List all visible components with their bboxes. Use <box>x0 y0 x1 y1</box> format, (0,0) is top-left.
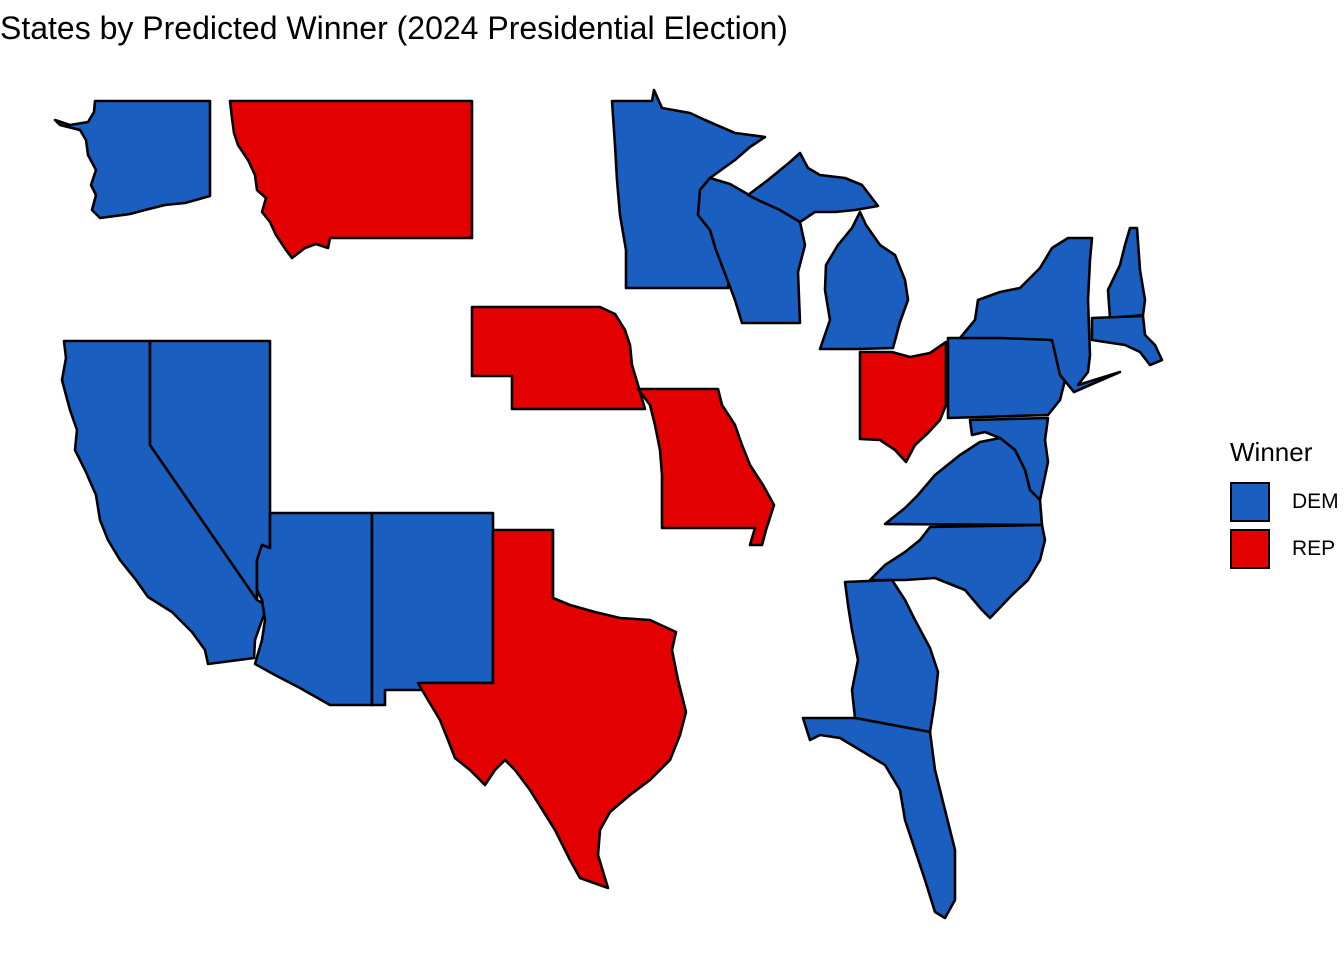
legend-title: Winner <box>1230 437 1313 467</box>
state-nebraska[interactable] <box>470 305 647 411</box>
state-georgia[interactable] <box>843 578 940 734</box>
state-new-york[interactable] <box>958 236 1122 394</box>
state-new-mexico[interactable] <box>370 511 495 707</box>
state-ohio[interactable] <box>858 340 948 464</box>
legend: Winner DEM REP <box>1230 436 1339 574</box>
state-texas[interactable] <box>416 528 688 890</box>
state-virginia[interactable] <box>883 436 1044 527</box>
legend-item-dem: DEM <box>1230 480 1339 523</box>
legend-item-rep: REP <box>1230 527 1339 570</box>
state-montana[interactable] <box>228 99 474 260</box>
state-florida[interactable] <box>801 716 957 920</box>
map-title: States by Predicted Winner (2024 Preside… <box>0 10 788 46</box>
state-upper-michigan[interactable] <box>746 151 880 224</box>
state-missouri[interactable] <box>636 387 776 547</box>
state-arizona[interactable] <box>253 511 374 707</box>
legend-label-rep: REP <box>1292 536 1336 560</box>
legend-swatch-rep <box>1230 528 1270 569</box>
legend-label-dem: DEM <box>1292 489 1339 513</box>
state-michigan[interactable] <box>818 210 910 351</box>
legend-swatch-dem <box>1230 481 1270 522</box>
state-washington[interactable] <box>53 99 212 220</box>
state-new-hampshire[interactable] <box>1106 226 1147 320</box>
state-massachusetts[interactable] <box>1090 314 1164 367</box>
state-north-carolina[interactable] <box>868 523 1047 620</box>
us-states-map <box>53 88 1164 920</box>
state-pennsylvania[interactable] <box>946 336 1067 420</box>
